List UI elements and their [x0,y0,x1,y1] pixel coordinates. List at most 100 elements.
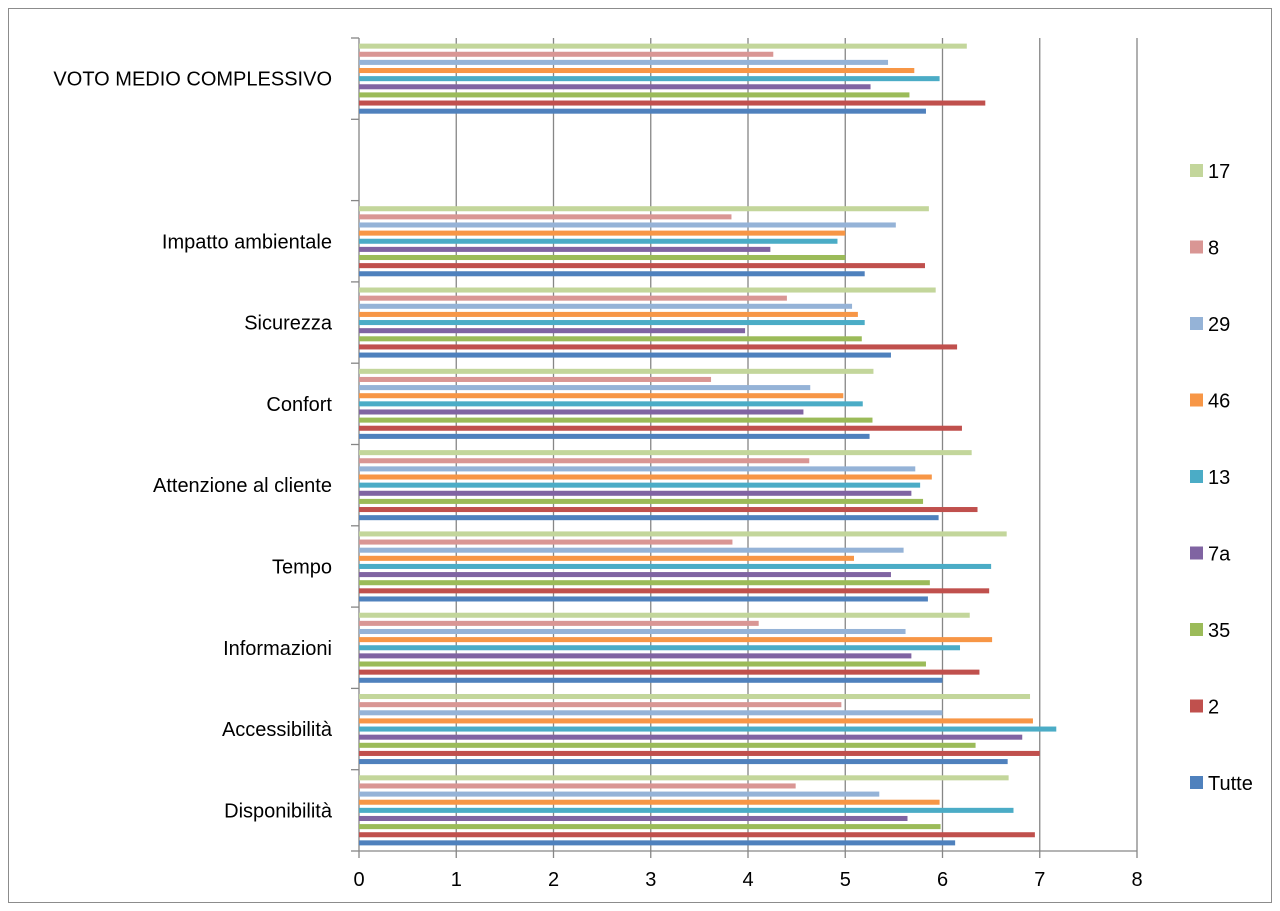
bar [359,572,891,578]
bar [359,328,746,334]
bar [359,263,925,269]
bars [359,43,1057,846]
bar [359,498,924,504]
x-tick-label: 2 [548,869,559,891]
bar [359,336,862,342]
bar [359,482,921,488]
category-label: VOTO MEDIO COMPLESSIVO [53,69,332,91]
bar [359,352,891,358]
bar [359,344,958,350]
bar [359,474,932,480]
legend-label: 46 [1208,391,1230,413]
x-tick-labels: 0 1 2 3 4 5 6 7 8 [353,869,1142,891]
category-label: Confort [266,394,332,416]
legend-swatch [1190,699,1203,713]
bar [359,490,912,496]
bar [359,742,976,748]
bar [359,376,712,382]
legend-swatch [1190,240,1203,254]
bar [359,311,858,317]
bar [359,458,810,464]
bar [359,425,962,431]
bar [359,108,926,114]
bar [359,750,1040,756]
bar [359,417,873,423]
x-tick-label: 3 [645,869,656,891]
bar [359,702,842,708]
bar [359,612,970,618]
bar [359,206,929,212]
x-tick-label: 7 [1034,869,1045,891]
bar [359,385,811,391]
bar [359,450,972,456]
bar [359,637,993,643]
bar [359,588,990,594]
x-tick-label: 0 [353,869,364,891]
bar [359,433,870,439]
bar [359,303,853,309]
bar [359,254,846,261]
bar [359,59,889,65]
x-tick-label: 1 [451,869,462,891]
category-labels: Disponibilità Accessibilità Informazioni Te… [53,69,332,823]
bar [359,783,796,789]
x-tick-label: 8 [1131,869,1142,891]
bar [359,238,838,244]
bar [359,555,855,561]
bar [359,726,1057,732]
bar [359,596,928,602]
bar [359,76,940,82]
legend-label: 17 [1208,161,1230,183]
legend-label: 35 [1208,620,1230,642]
bar [359,620,759,626]
bar [359,653,912,659]
bar [359,515,939,521]
legend-swatch [1190,470,1203,483]
bar [359,661,926,667]
category-label: Impatto ambientale [162,231,332,253]
gridlines [455,38,1138,851]
bar [359,775,1009,781]
legend-swatch [1190,623,1203,636]
bar [359,100,986,106]
bar [359,580,930,586]
axes [351,37,1138,858]
bar [359,807,1014,813]
bar [359,401,863,407]
bar [359,694,1031,700]
legend-label: 7a [1208,544,1231,566]
bar [359,718,1033,724]
category-label: Disponibilità [224,800,333,822]
bar [359,824,941,830]
bar [359,51,774,57]
bar [359,669,980,675]
bar [359,84,871,90]
category-label: Informazioni [223,638,332,660]
legend-label: 2 [1208,697,1219,719]
category-label: Accessibilità [222,719,333,741]
bar [359,92,910,98]
bar [359,645,961,651]
bar [359,67,915,74]
bar [359,734,1023,740]
bar [359,759,1008,765]
bar [359,507,978,513]
bar [359,320,865,326]
legend-swatch [1190,317,1203,330]
bar [359,539,733,545]
bar [359,466,916,472]
bar [359,295,787,301]
bar [359,840,956,846]
legend-label: 13 [1208,467,1230,489]
legend-label: 8 [1208,238,1219,260]
bar [359,230,846,236]
bar [359,222,896,228]
bar [359,531,1007,537]
legend-label: Tutte [1208,773,1253,795]
bar [359,815,908,822]
bar [359,677,943,683]
bar [359,409,804,415]
x-tick-label: 6 [937,869,948,891]
legend-label: 29 [1208,314,1230,336]
